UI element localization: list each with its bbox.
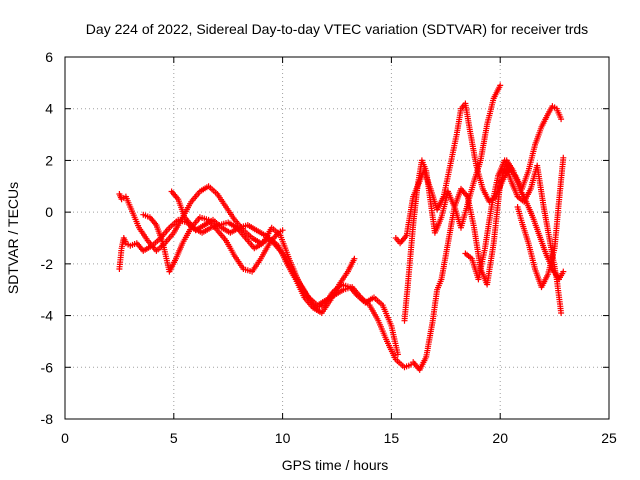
data-marks	[116, 82, 567, 373]
y-tick-label: -8	[41, 411, 54, 427]
y-tick-label: -4	[41, 308, 54, 324]
series-sat-track-6	[401, 82, 504, 324]
y-tick-label: 6	[45, 49, 53, 65]
data-point-marker	[279, 227, 286, 234]
data-point-marker	[351, 255, 358, 262]
data-point-marker	[558, 310, 565, 316]
x-tick-label: 10	[275, 430, 291, 446]
data-point-marker	[560, 154, 567, 161]
y-tick-label: -6	[41, 359, 54, 375]
chart-title: Day 224 of 2022, Sidereal Day-to-day VTE…	[86, 21, 588, 37]
data-point-marker	[560, 268, 567, 275]
data-point-marker	[394, 351, 401, 358]
x-tick-label: 20	[492, 430, 508, 446]
series-sat-track-9	[514, 154, 567, 291]
y-tick-label: -2	[41, 256, 54, 272]
x-tick-labels: 0 5 10 15 20 25	[61, 430, 617, 446]
y-tick-label: 4	[45, 101, 53, 117]
plot-frame	[64, 56, 610, 420]
series-sat-track-2	[116, 183, 358, 316]
data-point-marker	[497, 82, 504, 89]
y-tick-labels: -8 -6 -4 -2 0 2 4 6	[41, 49, 54, 427]
x-tick-label: 25	[601, 430, 617, 446]
data-point-marker	[558, 116, 565, 123]
y-tick-label: 2	[45, 152, 53, 168]
x-tick-label: 5	[170, 430, 178, 446]
x-tick-label: 15	[384, 430, 400, 446]
x-tick-label: 0	[61, 430, 69, 446]
y-axis-label: SDTVAR / TECUs	[5, 182, 21, 294]
y-tick-label: 0	[45, 204, 53, 220]
x-axis-label: GPS time / hours	[282, 457, 389, 473]
series-sat-track-4	[168, 188, 401, 358]
